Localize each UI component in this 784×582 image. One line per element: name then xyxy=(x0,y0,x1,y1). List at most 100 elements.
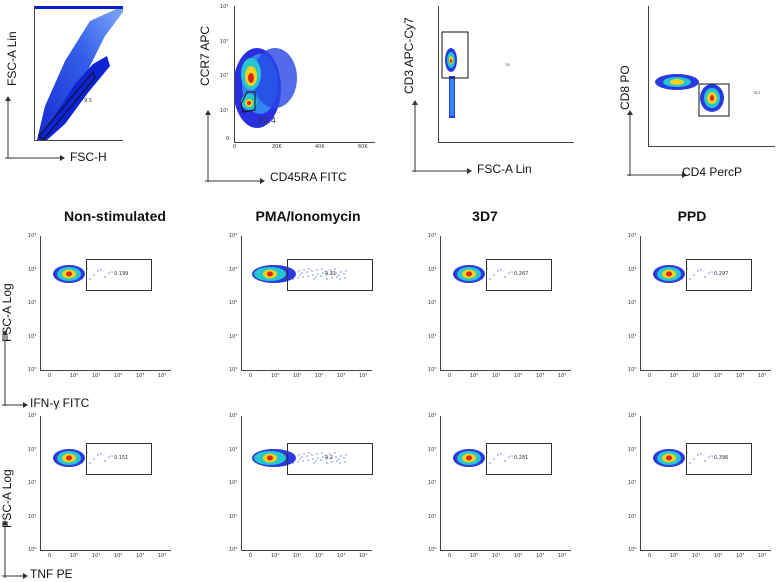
x-axis-label: TNF PE xyxy=(30,567,73,581)
x-tick: 10² xyxy=(514,373,523,379)
x-axis-arrow xyxy=(2,402,28,408)
y-tick: 10¹ xyxy=(628,333,637,340)
cell-population xyxy=(453,265,513,283)
column-title: PMA/Ionomycin xyxy=(255,208,361,224)
scatter-cd3: 76 xyxy=(441,31,510,118)
x-tick: 10⁴ xyxy=(158,553,167,559)
cell-population xyxy=(453,449,513,467)
y-tick: 10⁴ xyxy=(220,4,229,10)
x-tick: 10³ xyxy=(136,553,145,559)
x-tick: 10⁰ xyxy=(70,373,79,379)
cell-population xyxy=(53,265,113,283)
positive-gate xyxy=(486,259,552,291)
x-tick: 40K xyxy=(315,144,325,150)
x-tick: 10³ xyxy=(536,373,545,379)
x-tick: 10³ xyxy=(337,373,346,379)
x-axis-label: FSC-H xyxy=(70,150,107,164)
gate-value: 9.5 xyxy=(84,98,92,104)
y-tick: 10⁴ xyxy=(28,413,37,419)
y-tick: 10² xyxy=(428,480,437,486)
x-tick: 10³ xyxy=(536,553,545,559)
plot-cd8-vs-cd4: 76.1 xyxy=(648,6,775,147)
x-tick: 10³ xyxy=(337,553,346,559)
gate-percentage: 0.151 xyxy=(114,455,129,461)
y-tick: 10² xyxy=(229,480,238,486)
y-tick: 10¹ xyxy=(628,513,637,520)
density-plot xyxy=(40,236,171,371)
y-tick: 10² xyxy=(628,480,637,486)
x-tick: 0 xyxy=(233,144,237,150)
y-tick: 10⁰ xyxy=(428,367,437,373)
cell-population xyxy=(252,265,347,283)
x-tick: 10⁴ xyxy=(558,373,567,379)
x-tick: 10¹ xyxy=(92,553,101,559)
cell-population xyxy=(653,265,713,283)
y-tick: 10² xyxy=(628,300,637,306)
x-tick: 10⁴ xyxy=(359,553,368,559)
gate-percentage: 0.281 xyxy=(514,455,529,461)
x-axis-arrow xyxy=(412,168,472,174)
y-tick: 10⁰ xyxy=(628,547,637,553)
positive-gate xyxy=(486,443,552,475)
x-tick: 10⁰ xyxy=(670,373,679,379)
x-tick: 10³ xyxy=(136,373,145,379)
density-plot xyxy=(440,236,571,371)
y-tick: 10¹ xyxy=(229,513,238,520)
gate-percentage: 0.297 xyxy=(714,271,729,277)
x-tick: 0 xyxy=(448,553,452,559)
y-axis-arrow xyxy=(205,110,211,182)
x-tick: 0 xyxy=(249,373,253,379)
y-tick: 10³ xyxy=(229,266,238,273)
density-plot xyxy=(640,236,771,371)
x-axis-label: FSC-A Lin xyxy=(477,162,532,176)
y-tick: 10⁴ xyxy=(628,233,637,239)
y-tick: 10³ xyxy=(628,266,637,273)
y-axis-arrow xyxy=(2,330,8,406)
y-tick: 10⁰ xyxy=(628,367,637,373)
x-tick: 10² xyxy=(315,553,324,559)
plot-cd3-vs-fsc: 76 xyxy=(438,6,574,143)
x-tick: 10² xyxy=(714,373,723,379)
x-axis-label: IFN-γ FITC xyxy=(30,396,90,410)
density-plot xyxy=(241,416,372,551)
positive-gate xyxy=(686,259,752,291)
y-tick: 10³ xyxy=(28,446,37,453)
x-axis-arrow xyxy=(205,178,265,184)
x-tick: 10² xyxy=(315,373,324,379)
gate-percentage: 4.2 xyxy=(325,455,333,461)
positive-gate xyxy=(287,259,373,291)
y-tick: 10⁰ xyxy=(229,547,238,553)
y-axis-label: FSC-A Lin xyxy=(5,31,19,86)
x-tick: 10⁰ xyxy=(271,553,280,559)
x-tick: 10¹ xyxy=(492,373,501,379)
y-tick: 10¹ xyxy=(428,513,437,520)
x-axis-arrow xyxy=(5,155,65,161)
x-tick: 0 xyxy=(648,373,652,379)
x-tick: 10⁴ xyxy=(758,553,767,559)
y-tick: 10³ xyxy=(428,266,437,273)
y-tick: 0 xyxy=(226,136,230,142)
y-axis-label: CD8 PO xyxy=(618,65,632,110)
x-tick: 10³ xyxy=(736,373,745,379)
x-tick: 10⁴ xyxy=(359,373,368,379)
y-tick: 10³ xyxy=(229,446,238,453)
x-axis-label: CD45RA FITC xyxy=(270,170,347,184)
x-axis-arrow xyxy=(627,172,687,178)
gate-percentage: 0.199 xyxy=(114,271,129,277)
y-tick: 10⁰ xyxy=(28,367,37,373)
x-axis-label: CD4 PercP xyxy=(682,165,743,179)
x-tick: 10⁴ xyxy=(558,553,567,559)
y-tick: 10⁴ xyxy=(28,233,37,239)
y-axis-label: CCR7 APC xyxy=(198,25,212,86)
x-tick: 10¹ xyxy=(92,373,101,379)
column-title: 3D7 xyxy=(472,208,498,224)
x-tick: 10² xyxy=(114,553,123,559)
x-tick: 10² xyxy=(514,553,523,559)
scatter-cd8: 76.1 xyxy=(655,74,762,117)
x-tick: 0 xyxy=(48,373,52,379)
y-tick: 10³ xyxy=(220,39,229,45)
x-tick: 60K xyxy=(358,144,368,150)
plot-fsc-a-vs-fsc-h xyxy=(34,6,123,141)
x-tick: 10⁰ xyxy=(271,373,280,379)
y-tick: 10⁴ xyxy=(229,233,238,239)
